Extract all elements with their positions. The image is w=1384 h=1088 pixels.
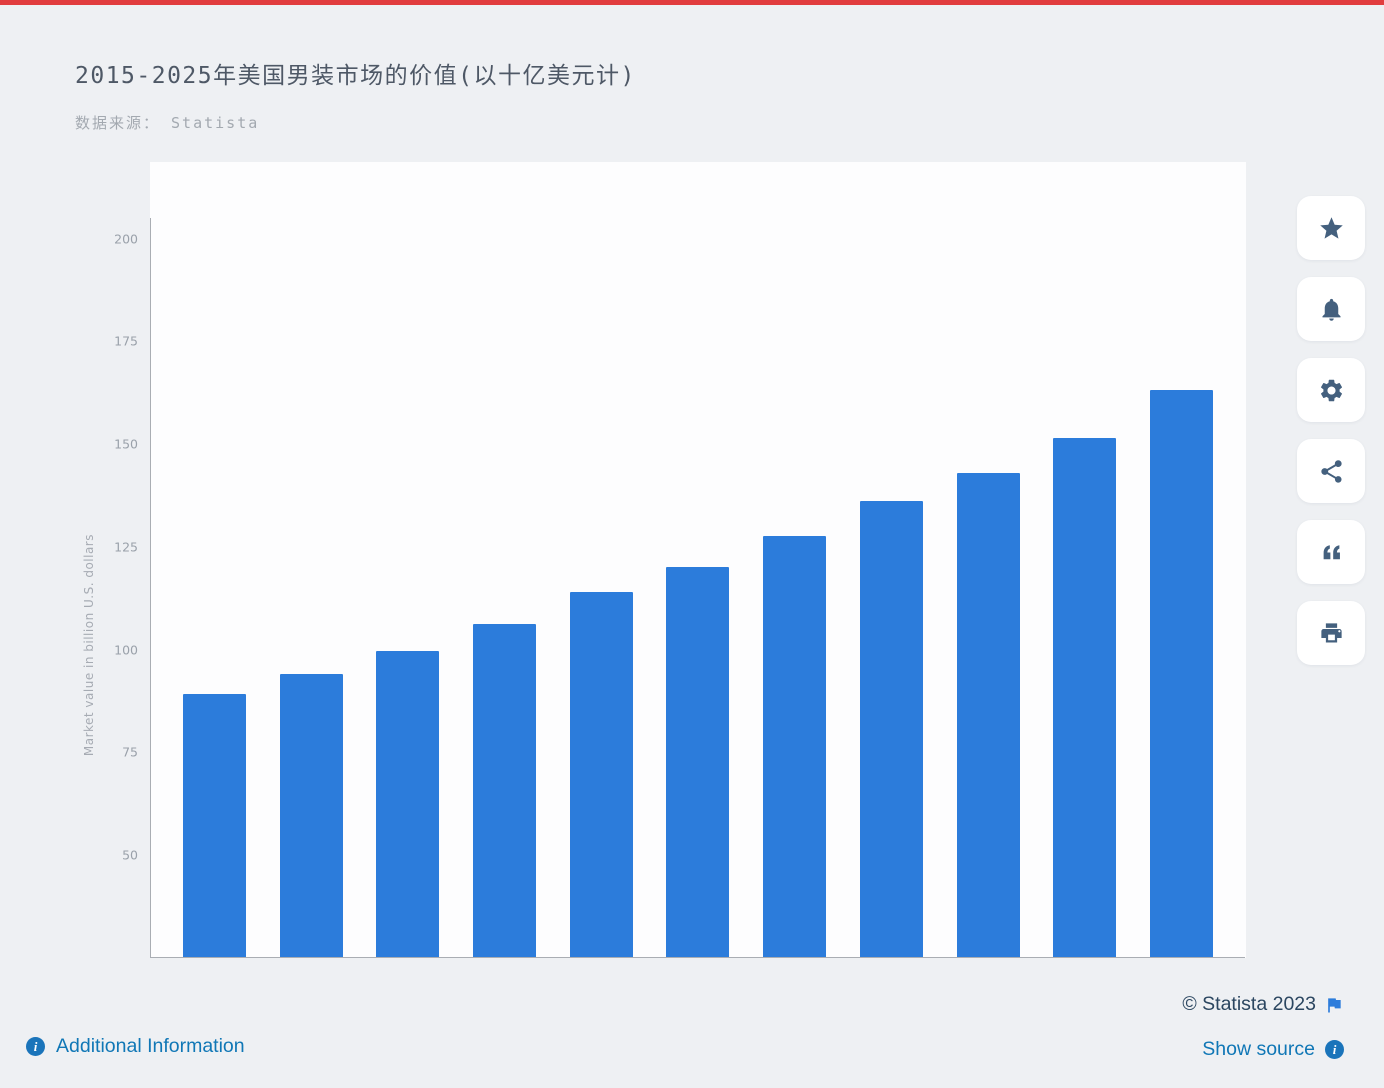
settings-button[interactable] bbox=[1297, 358, 1365, 422]
y-tick-label: 50 bbox=[122, 847, 138, 863]
y-tick-label: 100 bbox=[114, 642, 138, 658]
page-title: 2015-2025年美国男装市场的价值(以十亿美元计) bbox=[75, 63, 636, 89]
copyright-text: © Statista 2023 bbox=[1182, 993, 1316, 1015]
show-source-label: Show source bbox=[1202, 1038, 1315, 1060]
printer-icon bbox=[1320, 622, 1342, 642]
y-axis-title: Market value in billion U.S. dollars bbox=[80, 275, 98, 1015]
flag-icon[interactable] bbox=[1324, 995, 1344, 1015]
info-icon: i bbox=[1325, 1040, 1344, 1059]
info-icon: i bbox=[26, 1037, 45, 1056]
star-icon bbox=[1319, 216, 1343, 239]
bar-2021[interactable] bbox=[763, 536, 827, 957]
action-toolbar bbox=[1297, 196, 1365, 665]
bar-2022[interactable] bbox=[859, 501, 923, 957]
additional-information-link[interactable]: i Additional Information bbox=[26, 1035, 245, 1058]
y-tick-label: 150 bbox=[114, 436, 138, 452]
show-source-link[interactable]: Show source i bbox=[1202, 1038, 1344, 1061]
y-tick-label: 200 bbox=[114, 231, 138, 247]
bar-2023[interactable] bbox=[956, 472, 1020, 957]
cite-button[interactable] bbox=[1297, 520, 1365, 584]
copyright-line: © Statista 2023 bbox=[1182, 993, 1344, 1016]
share-icon bbox=[1320, 459, 1342, 483]
top-accent-bar bbox=[0, 0, 1384, 5]
quote-icon bbox=[1323, 544, 1340, 559]
additional-information-label: Additional Information bbox=[56, 1035, 245, 1057]
bar-2020[interactable] bbox=[666, 566, 730, 957]
bar-2015[interactable] bbox=[183, 694, 246, 957]
print-button[interactable] bbox=[1297, 601, 1365, 665]
bar-2017[interactable] bbox=[376, 651, 440, 957]
y-tick-label: 175 bbox=[114, 333, 138, 349]
gear-icon bbox=[1320, 379, 1342, 401]
data-source-label: 数据来源： Statista bbox=[75, 114, 260, 132]
bar-chart-plot-area bbox=[150, 218, 1245, 958]
bar-2025[interactable] bbox=[1149, 390, 1213, 957]
bar-2018[interactable] bbox=[473, 624, 537, 957]
favorite-button[interactable] bbox=[1297, 196, 1365, 260]
bar-2019[interactable] bbox=[569, 591, 633, 957]
share-button[interactable] bbox=[1297, 439, 1365, 503]
y-axis-title-text: Market value in billion U.S. dollars bbox=[82, 533, 96, 757]
bar-2024[interactable] bbox=[1053, 437, 1117, 957]
bell-icon bbox=[1322, 298, 1340, 321]
notifications-button[interactable] bbox=[1297, 277, 1365, 341]
y-tick-label: 125 bbox=[114, 539, 138, 555]
y-axis-ticks: 200 175 150 125 100 75 50 bbox=[100, 218, 144, 958]
y-tick-label: 75 bbox=[122, 744, 138, 760]
bar-2016[interactable] bbox=[279, 673, 343, 957]
